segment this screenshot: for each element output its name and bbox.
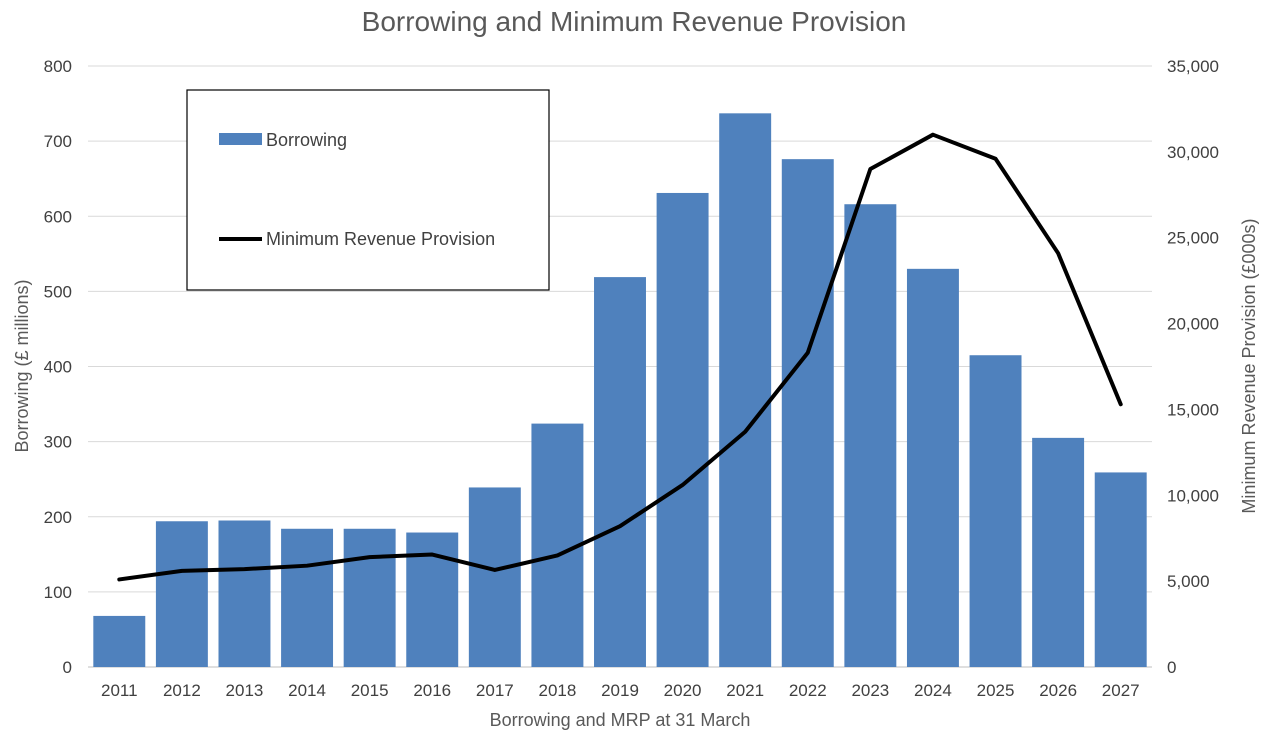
bar — [1094, 472, 1147, 667]
right-tick-label: 30,000 — [1167, 143, 1219, 162]
left-tick-label: 0 — [63, 658, 72, 677]
left-tick-label: 500 — [44, 282, 72, 301]
x-tick-label: 2020 — [664, 681, 702, 700]
bar — [906, 268, 959, 667]
bar — [719, 113, 772, 668]
left-tick-label: 200 — [44, 508, 72, 527]
bar — [343, 528, 396, 667]
bar — [468, 487, 521, 667]
bar — [1032, 437, 1085, 667]
x-tick-label: 2012 — [163, 681, 201, 700]
x-tick-label: 2013 — [226, 681, 264, 700]
x-axis-title: Borrowing and MRP at 31 March — [490, 710, 751, 730]
legend-label-mrp: Minimum Revenue Provision — [266, 229, 495, 249]
legend-swatch-borrowing — [219, 133, 262, 145]
right-tick-label: 25,000 — [1167, 229, 1219, 248]
bar — [781, 159, 834, 667]
x-axis-ticks: 2011 2012 2013 2014 2015 2016 2017 2018 2019 2020… — [101, 681, 1140, 700]
x-tick-label: 2025 — [977, 681, 1015, 700]
left-axis-title: Borrowing (£ millions) — [12, 279, 32, 452]
line-series-mrp — [117, 132, 1123, 582]
bar — [281, 528, 334, 667]
x-tick-label: 2026 — [1039, 681, 1077, 700]
left-tick-label: 600 — [44, 207, 72, 226]
bar — [656, 192, 709, 667]
x-tick-label: 2017 — [476, 681, 514, 700]
bar-series-borrowing — [93, 113, 1147, 668]
x-tick-label: 2014 — [288, 681, 326, 700]
right-axis-ticks: 0 5,000 10,000 15,000 20,000 25,000 30,000 35,0… — [1167, 57, 1219, 677]
x-tick-label: 2015 — [351, 681, 389, 700]
left-tick-label: 800 — [44, 57, 72, 76]
bar — [844, 204, 897, 668]
legend-label-borrowing: Borrowing — [266, 130, 347, 150]
right-tick-label: 15,000 — [1167, 400, 1219, 419]
bar — [155, 521, 208, 667]
right-tick-label: 0 — [1167, 658, 1176, 677]
x-tick-label: 2027 — [1102, 681, 1140, 700]
x-tick-label: 2021 — [726, 681, 764, 700]
x-tick-label: 2018 — [538, 681, 576, 700]
bar — [594, 277, 646, 667]
bar — [969, 355, 1022, 667]
x-tick-label: 2019 — [601, 681, 639, 700]
left-axis-ticks: 0 100 200 300 400 500 600 700 800 — [44, 57, 72, 677]
right-tick-label: 10,000 — [1167, 486, 1219, 505]
chart-title: Borrowing and Minimum Revenue Provision — [362, 6, 907, 37]
x-tick-label: 2024 — [914, 681, 952, 700]
legend: Borrowing Minimum Revenue Provision — [186, 89, 550, 291]
x-tick-label: 2016 — [413, 681, 451, 700]
legend-box — [186, 89, 550, 291]
x-tick-label: 2023 — [851, 681, 889, 700]
left-tick-label: 100 — [44, 583, 72, 602]
left-tick-label: 700 — [44, 132, 72, 151]
right-tick-label: 20,000 — [1167, 315, 1219, 334]
right-tick-label: 35,000 — [1167, 57, 1219, 76]
left-tick-label: 400 — [44, 358, 72, 377]
right-tick-label: 5,000 — [1167, 572, 1210, 591]
bar — [93, 615, 146, 667]
x-tick-label: 2022 — [789, 681, 827, 700]
left-tick-label: 300 — [44, 433, 72, 452]
right-axis-title: Minimum Revenue Provision (£000s) — [1239, 218, 1259, 513]
x-tick-label: 2011 — [101, 681, 138, 700]
bar — [218, 520, 271, 667]
mrp-line — [117, 132, 1123, 582]
